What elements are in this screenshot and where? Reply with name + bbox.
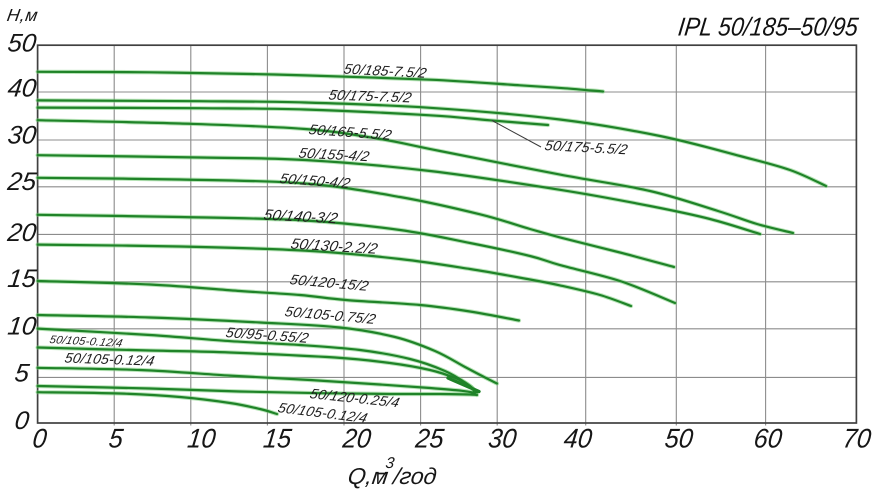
svg-text:50/185-7.5/2: 50/185-7.5/2: [342, 62, 428, 82]
svg-text:20: 20: [5, 219, 39, 247]
svg-text:5: 5: [13, 360, 31, 388]
svg-text:30: 30: [487, 423, 519, 454]
svg-text:50/150-4/2: 50/150-4/2: [278, 171, 352, 192]
svg-text:40: 40: [6, 75, 39, 103]
svg-text:3: 3: [384, 455, 395, 472]
svg-text:25: 25: [5, 168, 39, 196]
svg-text:50/95-0.55/2: 50/95-0.55/2: [224, 325, 310, 346]
svg-text:50/105-0.12/4: 50/105-0.12/4: [63, 350, 156, 369]
svg-text:50/175-5.5/2: 50/175-5.5/2: [543, 138, 629, 158]
svg-text:50/130-2.2/2: 50/130-2.2/2: [289, 236, 380, 258]
svg-text:20: 20: [340, 423, 373, 454]
svg-text:50: 50: [6, 30, 39, 58]
svg-text:15: 15: [6, 265, 39, 293]
svg-text:60: 60: [752, 423, 784, 454]
svg-text:Q,м: Q,м: [346, 463, 390, 489]
svg-text:70: 70: [841, 423, 873, 454]
svg-text:50/105-0.12/4: 50/105-0.12/4: [48, 334, 124, 350]
svg-text:5: 5: [107, 423, 125, 454]
svg-text:50/155-4/2: 50/155-4/2: [297, 146, 371, 165]
svg-text:50/175-7.5/2: 50/175-7.5/2: [327, 88, 413, 107]
svg-text:0: 0: [13, 407, 31, 435]
svg-text:50: 50: [663, 423, 695, 454]
svg-text:10: 10: [186, 423, 218, 454]
svg-text:IPL 50/185–50/95: IPL 50/185–50/95: [676, 13, 860, 41]
svg-text:50/140-3/2: 50/140-3/2: [262, 207, 340, 228]
svg-text:40: 40: [562, 423, 594, 454]
svg-text:0: 0: [31, 423, 49, 454]
svg-text:30: 30: [6, 122, 39, 150]
svg-text:50/165-5.5/2: 50/165-5.5/2: [307, 122, 393, 143]
svg-text:/год: /год: [390, 463, 439, 489]
svg-text:Н,м: Н,м: [6, 5, 40, 25]
svg-text:15: 15: [262, 423, 294, 454]
svg-text:50/120-15/2: 50/120-15/2: [288, 272, 370, 294]
svg-text:25: 25: [413, 423, 446, 454]
svg-text:50/105-0.75/2: 50/105-0.75/2: [283, 304, 378, 327]
svg-text:10: 10: [6, 313, 39, 341]
